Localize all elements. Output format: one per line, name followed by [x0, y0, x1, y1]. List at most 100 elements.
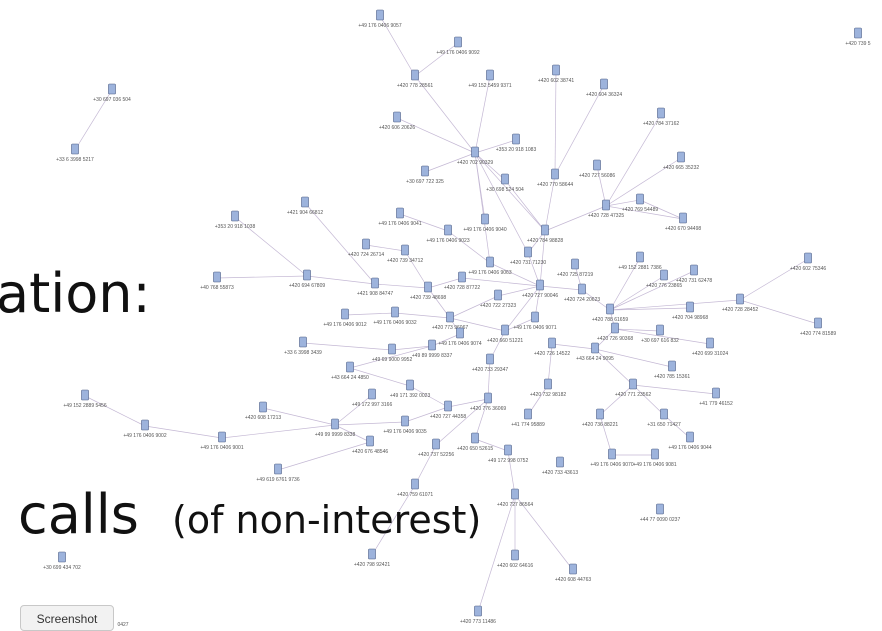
phone-icon	[536, 279, 544, 291]
edge	[304, 202, 376, 285]
edge	[144, 425, 223, 439]
node-label: +33 6 3998 5217	[56, 157, 94, 163]
phone-icon	[401, 244, 409, 256]
edge	[391, 345, 433, 351]
node-label: +49 99 9999 8338	[315, 432, 356, 438]
screenshot-button[interactable]: Screenshot	[20, 605, 114, 631]
phone-icon	[686, 301, 694, 313]
node-label: +49 172 997 3166	[352, 402, 393, 408]
phone-icon	[401, 415, 409, 427]
edge	[605, 205, 684, 220]
edge	[474, 152, 506, 181]
edge	[474, 398, 489, 440]
node-label: +420 727 44358	[430, 414, 467, 420]
edge	[334, 394, 373, 426]
edge	[334, 421, 406, 426]
edge	[399, 213, 449, 232]
node-label: +49 176 0406 9001	[200, 445, 243, 451]
edge	[539, 230, 546, 287]
node-label: +420 771 23562	[615, 392, 652, 398]
node-label: +49 176 0406 9035	[383, 429, 426, 435]
node-label: +420 702 90329	[457, 160, 494, 166]
node-label: +420 602 75346	[790, 266, 827, 272]
node-label: +49 172 998 0752	[488, 458, 529, 464]
nodes: +49 176 0406 9057 +49 176 0406 9092 +420 7…	[43, 9, 871, 625]
node-label: +420 699 31024	[692, 351, 729, 357]
node-label: +420 726 90368	[597, 336, 634, 342]
phone-icon	[486, 69, 494, 81]
phone-icon	[81, 389, 89, 401]
edge	[431, 333, 461, 347]
edge	[262, 407, 336, 426]
phone-icon	[591, 342, 599, 354]
node-label: +49 176 0406 9057	[358, 23, 401, 29]
node-label: +30 699 434 702	[43, 565, 81, 571]
node-label: +420 694 67809	[289, 283, 326, 289]
edge	[504, 285, 541, 332]
phone-icon	[396, 207, 404, 219]
phone-icon	[657, 107, 665, 119]
phone-icon	[629, 378, 637, 390]
phone-icon	[471, 432, 479, 444]
phone-icon	[602, 199, 610, 211]
phone-icon	[446, 311, 454, 323]
edge	[605, 157, 682, 207]
edge	[414, 75, 476, 154]
phone-icon	[259, 401, 267, 413]
phone-icon	[511, 549, 519, 561]
node-label: +33 6 3998 3439	[284, 350, 322, 356]
phone-icon	[368, 388, 376, 400]
node-label: +49 176 0406 9081	[633, 462, 676, 468]
node-label: +420 704 98968	[672, 315, 709, 321]
edge	[344, 312, 396, 316]
node-label: +44 77 0090 0237	[640, 517, 681, 523]
phone-icon	[636, 193, 644, 205]
phone-icon	[458, 271, 466, 283]
edge	[404, 250, 429, 289]
phone-icon	[424, 281, 432, 293]
phone-icon	[552, 64, 560, 76]
phone-icon	[690, 264, 698, 276]
node-label: +420 737 52256	[418, 452, 455, 458]
edge	[277, 441, 371, 471]
node-label: +49 176 0406 9041	[378, 221, 421, 227]
edge	[306, 275, 376, 285]
node-label: +420 650 52615	[457, 446, 494, 452]
phone-icon	[331, 418, 339, 430]
edge	[614, 328, 711, 345]
node-label: +30 697 722 325	[406, 179, 444, 185]
edge	[609, 257, 641, 311]
node-label: +420 606 20626	[379, 125, 416, 131]
slide-text: calls	[18, 483, 139, 546]
node-label: +420 727 90046	[522, 293, 559, 299]
edge	[554, 84, 605, 176]
phone-icon	[481, 213, 489, 225]
phone-icon	[366, 435, 374, 447]
node-label: +420 725 87219	[557, 272, 594, 278]
node-label: +420 776 23865	[646, 283, 683, 289]
phone-icon	[651, 448, 659, 460]
edge	[447, 398, 489, 408]
node-label: +421 904 66812	[287, 210, 324, 216]
node-label: +420 724 20623	[564, 297, 601, 303]
edge	[599, 414, 613, 456]
phone-icon	[524, 408, 532, 420]
node-label: +49 152 2881 7386	[618, 265, 661, 271]
edge	[581, 289, 611, 311]
node-label: +420 759 61071	[397, 492, 434, 498]
phone-icon	[341, 308, 349, 320]
node-label: +49 176 0406 9092	[436, 50, 479, 56]
phone-icon	[548, 337, 556, 349]
phone-icon	[501, 324, 509, 336]
phone-icon	[804, 252, 812, 264]
phone-icon	[660, 408, 668, 420]
phone-icon	[611, 322, 619, 334]
node-label: +49 176 0406 9012	[323, 322, 366, 328]
edge	[507, 450, 516, 496]
node-label: +353 20 918 1038	[215, 224, 256, 230]
node-label: +30 697 036 504	[93, 97, 131, 103]
edge	[449, 295, 499, 319]
node-label: +420 676 48546	[352, 449, 389, 455]
phone-icon	[606, 303, 614, 315]
phone-icon	[393, 111, 401, 123]
